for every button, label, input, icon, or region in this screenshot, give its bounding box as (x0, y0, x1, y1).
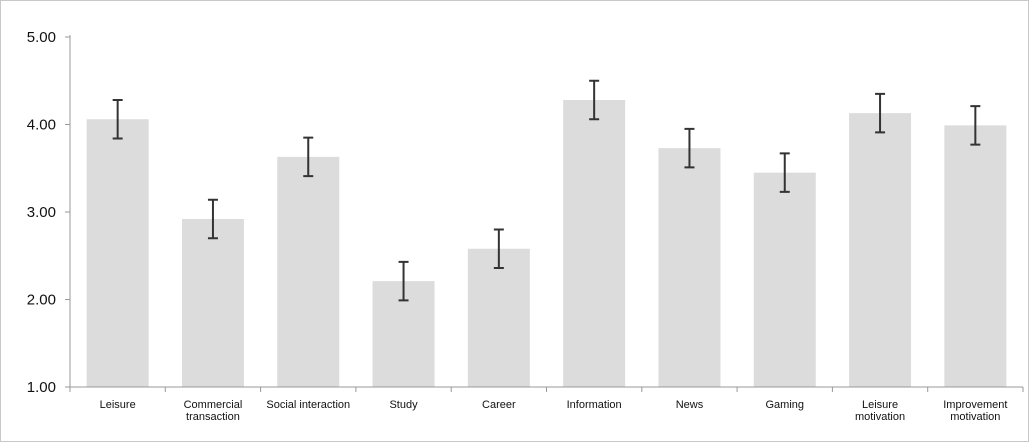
bar (467, 248, 530, 387)
y-tick-label: 5.00 (27, 29, 56, 46)
x-tick-label: Career (482, 399, 516, 411)
bar (944, 125, 1007, 387)
x-tick-label: News (676, 399, 704, 411)
x-tick-label: Study (389, 399, 418, 411)
y-tick-label: 4.00 (27, 117, 56, 134)
x-tick-label: Improvement motivation (943, 399, 1007, 423)
bar (658, 148, 721, 387)
y-tick-label: 1.00 (27, 379, 56, 396)
y-axis: 1.00 2.00 3.00 4.00 5.00 (27, 29, 71, 396)
bar (563, 100, 626, 387)
y-tick-label: 2.00 (27, 292, 56, 309)
bar (86, 119, 149, 387)
error-bars (112, 79, 981, 302)
x-tick-label: Social interaction (266, 399, 350, 411)
bar (753, 172, 816, 387)
x-tick-label: Leisure (100, 399, 136, 411)
y-tick-label: 3.00 (27, 204, 56, 221)
x-tick-label: Information (567, 399, 622, 411)
x-tick-label: Leisure motivation (855, 399, 905, 423)
bar (849, 113, 912, 387)
x-axis: Leisure Commercial transaction Social inter… (69, 386, 1024, 423)
x-tick-label: Commercial transaction (184, 399, 243, 423)
bars (86, 100, 1007, 387)
bar (277, 156, 340, 387)
bar (181, 219, 244, 387)
x-tick-label: Gaming (765, 399, 804, 411)
